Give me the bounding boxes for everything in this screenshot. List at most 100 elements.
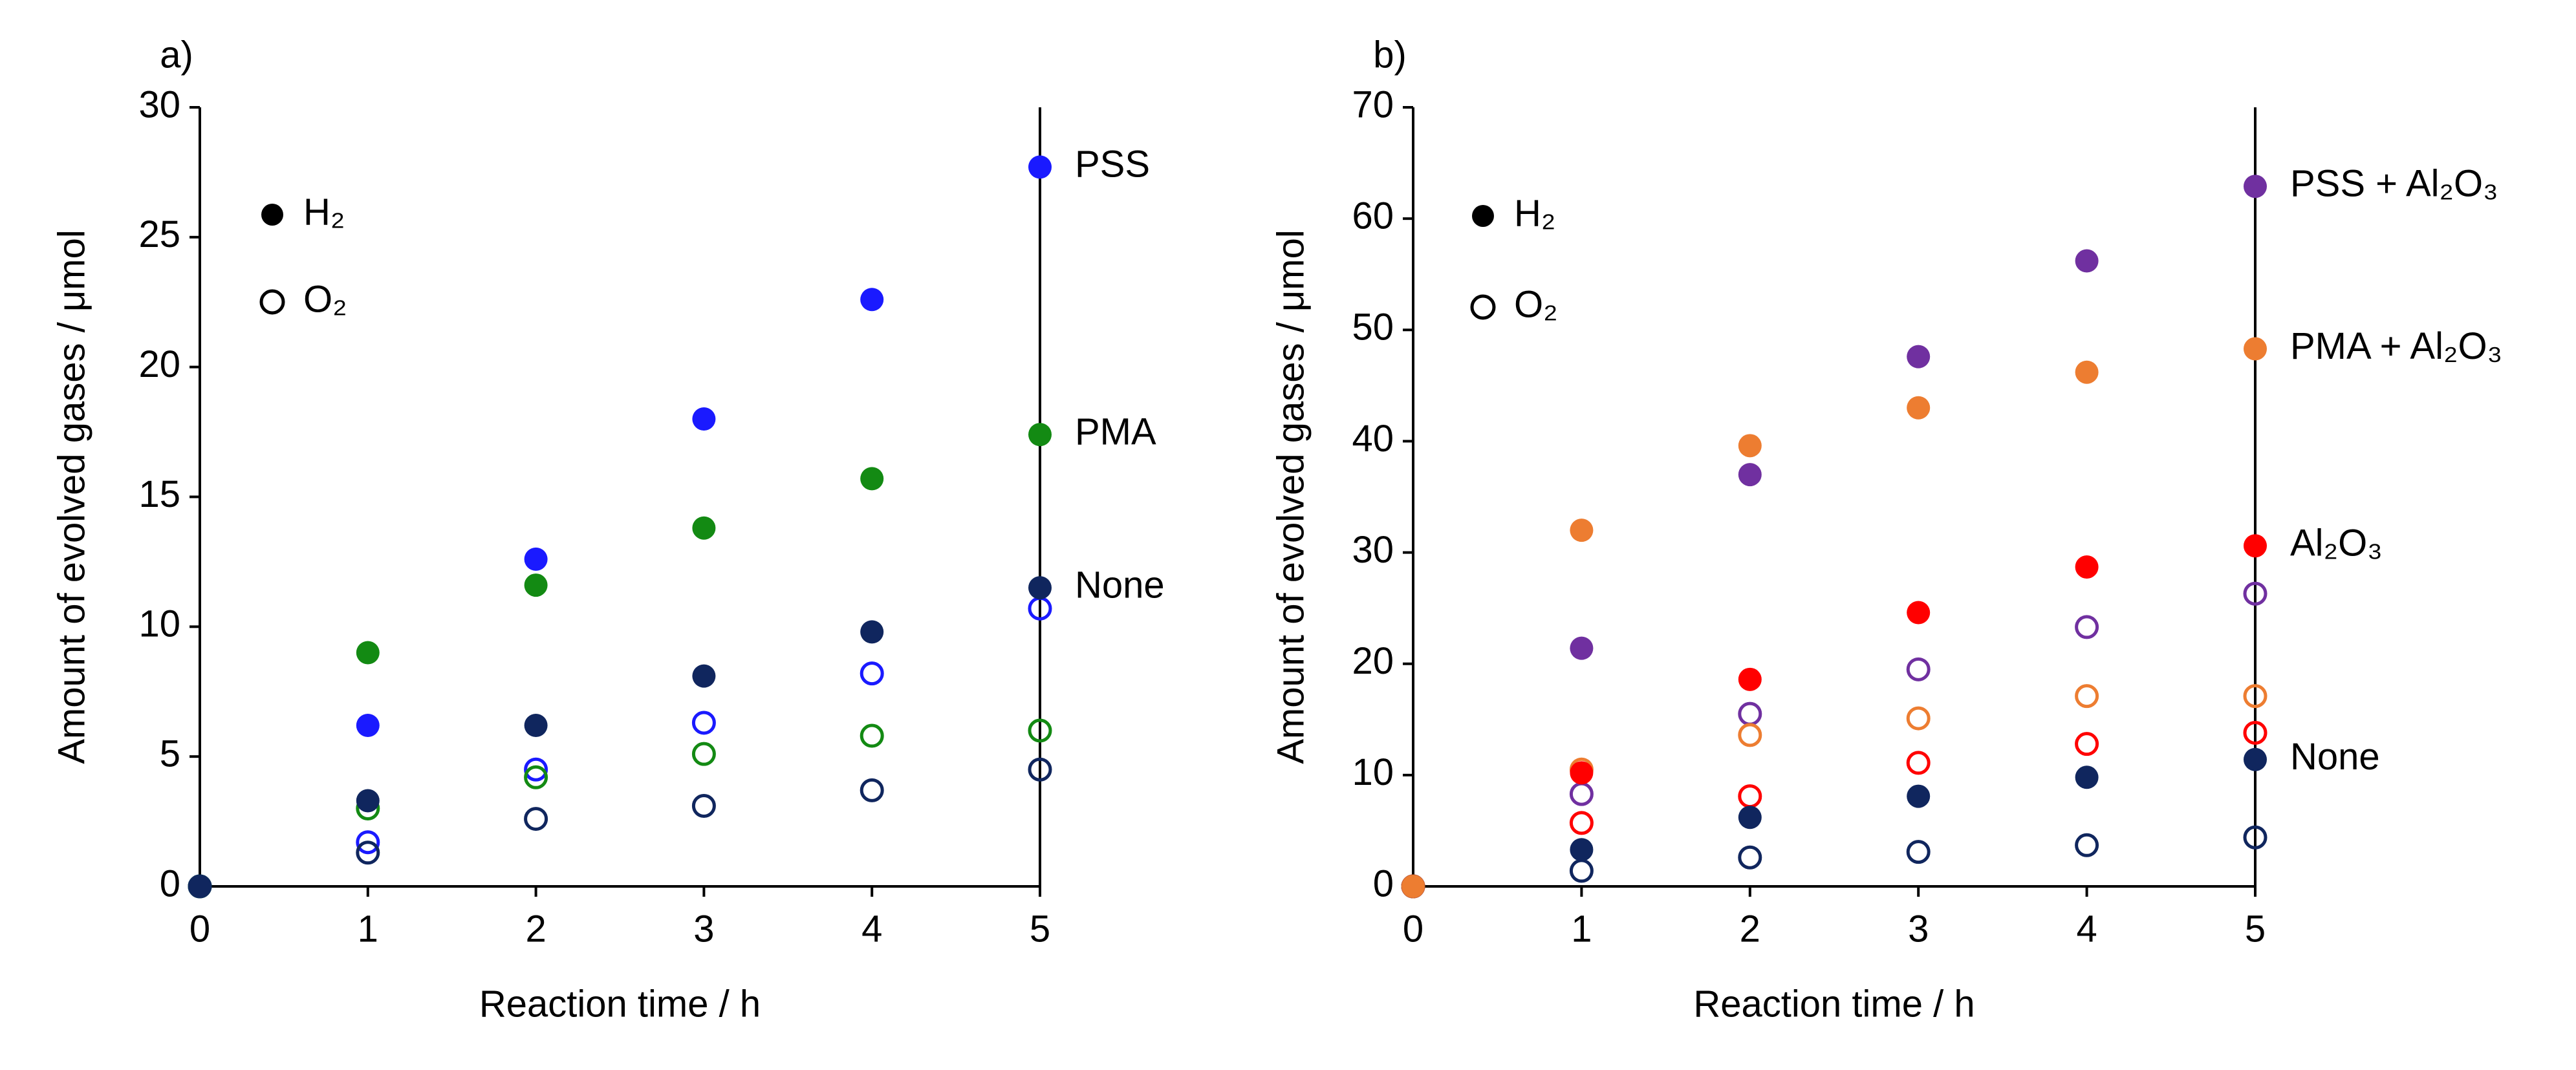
h2-point xyxy=(1738,463,1762,487)
h2-point xyxy=(692,664,716,688)
y-tick-label: 15 xyxy=(138,473,180,515)
y-tick-label: 40 xyxy=(1352,418,1394,460)
h2-point xyxy=(860,467,884,491)
series-label: None xyxy=(2290,736,2380,778)
legend-label: O₂ xyxy=(303,278,347,320)
o2-point xyxy=(1738,845,1762,870)
y-tick-label: 10 xyxy=(138,603,180,645)
h2-point xyxy=(2075,360,2099,384)
h2-point xyxy=(2244,337,2267,361)
legend-marker xyxy=(1472,205,1494,227)
series-label: PSS xyxy=(1075,144,1150,186)
x-tick-label: 4 xyxy=(2076,908,2097,950)
x-tick-label: 2 xyxy=(525,908,546,950)
x-axis-title: Reaction time / h xyxy=(1693,983,1975,1025)
h2-point xyxy=(1907,784,1931,808)
h2-point xyxy=(1907,345,1931,369)
x-tick-label: 0 xyxy=(189,908,210,950)
h2-point xyxy=(524,547,548,571)
x-tick-label: 2 xyxy=(1740,908,1760,950)
y-tick-label: 30 xyxy=(1352,529,1394,571)
o2-point xyxy=(2075,833,2099,857)
h2-point xyxy=(2075,765,2099,789)
o2-point xyxy=(1569,782,1594,806)
panel-label: b) xyxy=(1373,34,1407,76)
x-tick-label: 3 xyxy=(693,908,714,950)
o2-point xyxy=(1738,784,1762,809)
o2-point xyxy=(524,807,548,831)
h2-point xyxy=(2244,534,2267,558)
x-tick-label: 0 xyxy=(1403,908,1423,950)
o2-point xyxy=(1569,811,1594,835)
o2-point xyxy=(524,757,548,782)
legend-label: H₂ xyxy=(1514,192,1555,234)
legend-marker xyxy=(259,289,285,315)
y-tick-label: 20 xyxy=(138,343,180,385)
x-tick-label: 3 xyxy=(1908,908,1929,950)
h2-point xyxy=(188,875,211,898)
y-tick-label: 70 xyxy=(1352,83,1394,125)
o2-point xyxy=(1028,718,1052,743)
h2-point xyxy=(1907,396,1931,420)
x-tick-label: 5 xyxy=(1030,908,1050,950)
series-label: PSS + Al₂O₃ xyxy=(2290,163,2498,205)
h2-point xyxy=(524,573,548,597)
o2-point xyxy=(524,765,548,789)
h2-point xyxy=(860,620,884,644)
legend-label: H₂ xyxy=(303,191,345,233)
series-label: PMA + Al₂O₃ xyxy=(2290,325,2502,367)
h2-point xyxy=(1570,838,1594,862)
o2-point xyxy=(691,793,716,818)
o2-point xyxy=(691,711,716,735)
o2-point xyxy=(1906,706,1931,731)
h2-point xyxy=(2244,747,2267,771)
o2-point xyxy=(2243,684,2268,709)
h2-point xyxy=(1738,434,1762,458)
x-tick-label: 1 xyxy=(358,908,378,950)
y-tick-label: 60 xyxy=(1352,195,1394,237)
x-tick-label: 4 xyxy=(861,908,882,950)
x-axis-title: Reaction time / h xyxy=(479,983,761,1025)
h2-point xyxy=(356,713,380,737)
y-tick-label: 5 xyxy=(160,733,180,775)
y-tick-label: 50 xyxy=(1352,306,1394,348)
o2-point xyxy=(691,742,716,766)
h2-point xyxy=(2244,175,2267,198)
y-axis-title: Amount of evolved gases / μmol xyxy=(1270,230,1312,764)
o2-point xyxy=(356,830,380,855)
o2-point xyxy=(1738,723,1762,747)
series-label: Al₂O₃ xyxy=(2290,522,2383,564)
y-tick-label: 0 xyxy=(160,862,180,904)
h2-point xyxy=(2075,555,2099,579)
h2-point xyxy=(1028,423,1052,447)
y-tick-label: 0 xyxy=(1373,862,1394,904)
h2-point xyxy=(1028,155,1052,179)
h2-point xyxy=(356,641,380,665)
h2-point xyxy=(860,288,884,312)
h2-point xyxy=(1028,576,1052,600)
y-tick-label: 20 xyxy=(1352,640,1394,682)
o2-point xyxy=(1028,757,1052,782)
h2-point xyxy=(692,516,716,540)
o2-point xyxy=(860,661,884,686)
h2-point xyxy=(524,713,548,737)
o2-point xyxy=(2075,615,2099,639)
o2-point xyxy=(356,840,380,865)
panel-label: a) xyxy=(160,34,193,76)
series-label: None xyxy=(1075,564,1165,606)
o2-point xyxy=(860,778,884,802)
o2-point xyxy=(2075,684,2099,709)
h2-point xyxy=(356,789,380,813)
o2-point xyxy=(2243,720,2268,745)
h2-point xyxy=(1570,636,1594,660)
h2-point xyxy=(692,407,716,431)
o2-point xyxy=(1569,859,1594,883)
h2-point xyxy=(1907,601,1931,625)
h2-point xyxy=(2075,249,2099,273)
o2-point xyxy=(2243,825,2268,850)
y-tick-label: 25 xyxy=(138,213,180,255)
h2-point xyxy=(1738,667,1762,691)
y-axis-title: Amount of evolved gases / μmol xyxy=(50,230,92,764)
h2-point xyxy=(1402,875,1425,898)
